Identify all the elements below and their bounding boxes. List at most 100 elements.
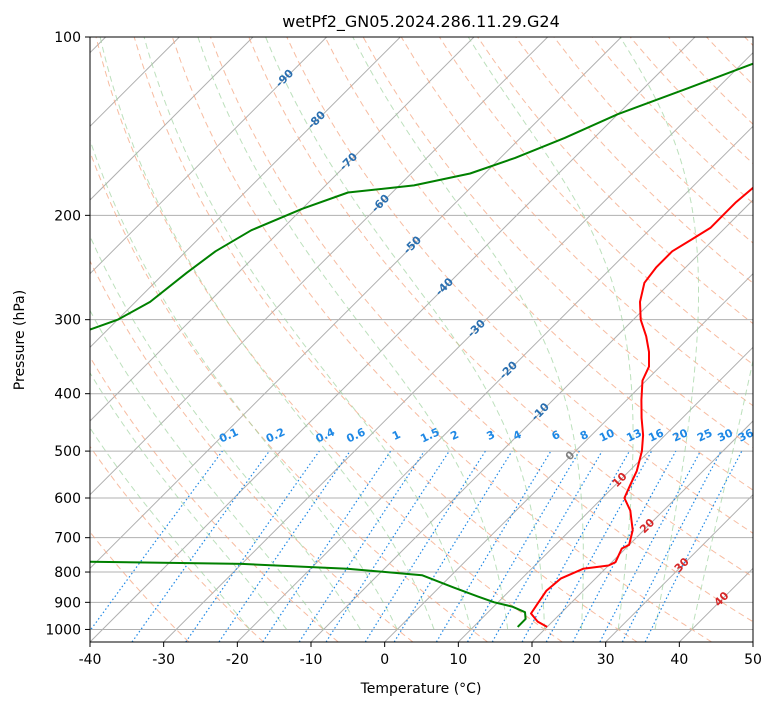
isotherm-line	[236, 125, 753, 642]
dry-adiabat-line	[706, 37, 753, 86]
isotherm-line	[531, 420, 753, 642]
dry-adiabat-line	[324, 37, 753, 491]
dry-adiabat-line	[248, 37, 753, 578]
moist-adiabat-line	[352, 37, 584, 630]
x-tick-label: -30	[152, 652, 175, 668]
x-tick-label: -10	[300, 652, 323, 668]
moist-adiabat-line	[90, 371, 288, 630]
mixing-ratio-label: 3	[485, 428, 497, 443]
mixing-ratio-line	[545, 450, 653, 642]
isotherm-line	[90, 37, 622, 570]
plot-frame	[89, 36, 754, 643]
isotherm-line	[90, 37, 328, 275]
series-layer	[90, 37, 753, 628]
x-axis-label: Temperature (°C)	[360, 681, 482, 697]
mixing-ratio-label: 10	[597, 426, 617, 444]
moist-adiabat-line	[619, 37, 699, 630]
dewpoint-profile-line	[90, 62, 753, 628]
y-tick-label: 400	[54, 387, 81, 403]
mixing-ratio-line	[393, 450, 513, 642]
x-tick-label: 0	[380, 652, 389, 668]
mixing-ratio-label: 13	[624, 426, 643, 444]
mixing-ratio-label: 0.4	[314, 425, 337, 445]
y-tick-label: 600	[54, 491, 81, 507]
isotherm-line	[90, 37, 696, 642]
moist-adiabat-line	[467, 37, 634, 630]
dry-adiabat-line	[515, 37, 753, 284]
dry-adiabat-line	[668, 37, 753, 125]
isotherm-line	[90, 37, 549, 496]
x-tick-label: 20	[523, 652, 541, 668]
isotherm-line	[678, 567, 753, 642]
dry-adiabat-line	[744, 37, 753, 47]
mixing-ratio-line	[364, 450, 486, 642]
mixing-ratio-label: 16	[646, 426, 666, 444]
x-tick-label: -40	[79, 652, 102, 668]
mixing-ratio-line	[521, 450, 631, 642]
mixing-ratio-label: 0.2	[264, 425, 287, 445]
x-tick-label: 40	[670, 652, 688, 668]
mixing-ratio-line	[185, 450, 320, 642]
y-tick-label: 900	[54, 595, 81, 611]
mixing-ratio-line	[90, 450, 223, 632]
chart-title: wetPf2_GN05.2024.286.11.29.G24	[282, 12, 560, 32]
mixing-ratio-line	[325, 450, 450, 642]
mixing-ratio-label: 8	[578, 428, 590, 443]
x-tick-label: 30	[597, 652, 615, 668]
mixing-ratio-label: 1.5	[418, 425, 441, 445]
y-axis-label: Pressure (hPa)	[12, 290, 28, 390]
y-tick-label: 100	[54, 30, 81, 46]
temperature-profile-line	[530, 37, 753, 628]
dry-adiabat-line	[90, 356, 339, 642]
mixing-ratio-line	[298, 450, 425, 642]
y-tick-label: 700	[54, 531, 81, 547]
dry-adiabat-line	[90, 150, 488, 642]
y-tick-label: 200	[54, 208, 81, 224]
y-tick-label: 1000	[45, 622, 81, 638]
y-tick-label: 800	[54, 565, 81, 581]
isotherm-line	[384, 272, 753, 642]
dry-adiabat-line	[133, 37, 638, 642]
moist-adiabat-line	[143, 37, 472, 630]
moist-adiabat-line	[197, 37, 509, 630]
mixing-ratio-label: 30	[716, 426, 736, 444]
x-tick-label: 10	[449, 652, 467, 668]
dry-adiabat-line	[90, 259, 414, 642]
mixing-ratio-label: 20	[671, 426, 691, 444]
isotherm-line	[90, 37, 254, 201]
mixing-ratio-label: 36	[736, 426, 756, 444]
isotherm-line	[90, 37, 475, 422]
mixing-ratio-label: 2	[448, 428, 460, 443]
line-label-layer: 0.1 0.2 0.4 0.6 1 1.5 2 3 4 6 8 10 13 16 20 25 30 36-90-8…	[217, 66, 756, 609]
dry-adiabat-line	[286, 37, 753, 534]
isotherm-label: 10	[610, 470, 630, 490]
dry-adiabat-line	[90, 445, 264, 642]
y-tick-label: 500	[54, 444, 81, 460]
moist-adiabat-line	[265, 37, 546, 630]
mixing-ratio-line	[262, 450, 392, 642]
dry-adiabat-line	[95, 37, 563, 642]
dry-adiabat-line	[171, 37, 712, 642]
dry-adiabat-line	[90, 531, 190, 642]
isotherm-line	[163, 51, 753, 642]
mixing-ratio-line	[435, 450, 552, 642]
grid-layer	[90, 37, 753, 642]
moist-adiabat-line	[90, 235, 361, 630]
isotherm-line	[752, 641, 753, 642]
axis-ticks: -40 -30 -20 -10 0 10 20 30 40 5010020030040050060…	[45, 30, 762, 668]
moist-adiabat-line	[90, 427, 251, 630]
isotherm-line	[90, 37, 401, 349]
mixing-ratio-label: 0.1	[217, 425, 240, 445]
isotherm-line	[457, 346, 753, 642]
x-tick-label: 50	[744, 652, 762, 668]
moist-adiabat-line	[99, 37, 435, 630]
mixing-ratio-label: 1	[390, 428, 402, 443]
mixing-ratio-label: 25	[695, 426, 714, 444]
dry-adiabat-line	[210, 37, 753, 623]
moist-adiabat-line	[90, 138, 398, 630]
moist-adiabat-line	[90, 309, 324, 630]
isotherm-line	[605, 493, 753, 642]
y-tick-label: 300	[54, 313, 81, 329]
mixing-ratio-line	[644, 450, 743, 642]
